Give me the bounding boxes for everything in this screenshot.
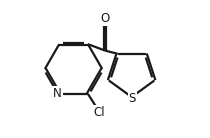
Text: O: O (100, 12, 110, 25)
Text: S: S (129, 92, 136, 105)
Text: Cl: Cl (93, 106, 105, 119)
Text: N: N (53, 87, 62, 100)
